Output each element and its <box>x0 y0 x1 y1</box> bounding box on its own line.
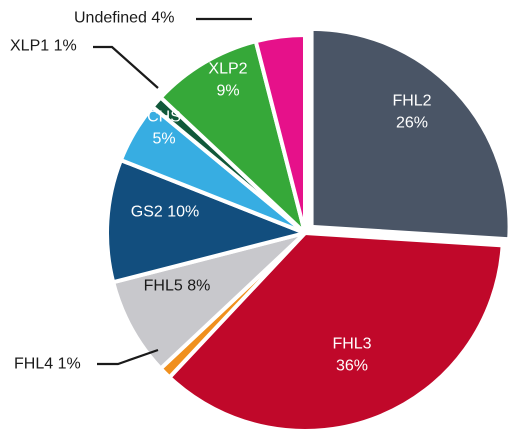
slice-label-fhl2-value: 26% <box>396 115 428 132</box>
slice-label-fhl4: FHL4 1% <box>14 356 81 373</box>
slice-label-fhl5: FHL5 8% <box>144 278 211 295</box>
pie-slice-gs2 <box>105 158 307 285</box>
pie-slice-xlp2 <box>158 39 307 235</box>
slice-label-xlp1: XLP1 1% <box>10 38 77 55</box>
pie-slice-fhl3 <box>167 231 505 434</box>
slice-label-fhl3: FHL3 <box>332 336 371 353</box>
slice-label-undefined: Undefined 4% <box>74 10 175 27</box>
pie-slice-fhl2 <box>309 26 512 242</box>
slice-label-fhl2: FHL2 <box>392 93 431 110</box>
slice-label-gs2: GS2 10% <box>131 204 199 221</box>
slice-label-chs-value: 5% <box>152 131 175 148</box>
slice-label-xlp2: XLP2 <box>208 61 247 78</box>
slice-label-chs: CHS <box>147 109 181 126</box>
slice-label-fhl3-value: 36% <box>336 358 368 375</box>
slice-label-xlp2-value: 9% <box>216 83 239 100</box>
pie-slice-undefined <box>253 33 307 235</box>
leader-line-fhl4 <box>97 348 159 366</box>
leader-line-xlp1 <box>93 45 159 89</box>
